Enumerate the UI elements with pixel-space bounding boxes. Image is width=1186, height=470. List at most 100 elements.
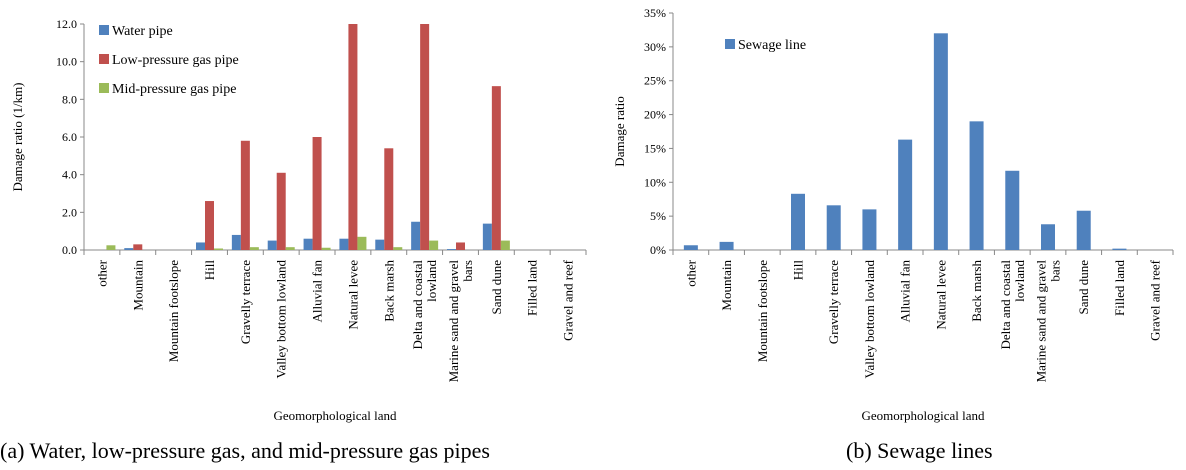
chart-a-x-tick-label-line: Mountain	[130, 260, 145, 311]
caption-chart-b: (b) Sewage lines	[846, 438, 993, 463]
chart-a-y-tick-label: 6.0	[62, 130, 77, 144]
chart-b-y-axis-title: Damage ratio	[612, 96, 627, 166]
chart-b-y-tick-label: 0%	[650, 243, 666, 257]
chart-a-bar	[420, 24, 430, 250]
chart-a-x-tick-label-line: Filled land	[525, 260, 540, 316]
chart-b-y-tick-label: 15%	[644, 141, 666, 155]
chart-a-legend-label: Mid-pressure gas pipe	[112, 82, 236, 97]
chart-b-x-tick-label: Natural levee	[933, 260, 948, 330]
chart-b-x-tick-label-line: Natural levee	[933, 260, 948, 330]
chart-a-x-tick-label-line: Natural levee	[345, 260, 360, 330]
chart-a-bar	[106, 245, 116, 250]
chart-a-x-tick-label: Mountain footslope	[166, 260, 181, 362]
chart-a-x-tick-label: Valley bottom lowland	[274, 260, 289, 379]
chart-a-bar	[285, 247, 295, 250]
chart-a-bar	[500, 240, 510, 250]
chart-b-y-tick-label: 20%	[644, 108, 666, 122]
chart-b-x-tick-label: other	[683, 259, 698, 286]
chart-b-x-tick-label-line: bars	[1048, 260, 1063, 282]
chart-a-x-tick-label-line: bars	[460, 260, 475, 282]
chart-a-x-tick-label: Filled land	[525, 260, 540, 316]
chart-b-bar	[1076, 210, 1091, 250]
chart-a-y-tick-label: 12.0	[56, 17, 77, 31]
chart-a-bar	[491, 86, 501, 251]
chart-b-x-tick-label: Back marsh	[969, 260, 984, 322]
chart-a-x-tick-label: Gravelly terrace	[238, 260, 253, 344]
chart-b-x-tick-label: Hill	[791, 260, 806, 281]
chart-a-y-tick-label: 8.0	[62, 92, 77, 106]
chart-b-x-tick-label-line: Gravel and reef	[1148, 259, 1163, 341]
chart-b-x-tick-label-line: Back marsh	[969, 260, 984, 322]
chart-a-bar	[240, 140, 250, 250]
chart-b-bar	[1005, 170, 1020, 250]
chart-a-bar	[447, 249, 456, 250]
chart-a-y-tick-label: 0.0	[62, 243, 77, 257]
chart-a-bar	[429, 240, 439, 250]
chart-a-x-tick-label-line: Gravelly terrace	[238, 260, 253, 344]
chart-b-x-tick-label: Gravel and reef	[1148, 259, 1163, 341]
chart-a-x-tick-label: Sand dune	[489, 260, 504, 315]
chart-a-bar	[456, 242, 465, 250]
chart-b-x-tick-label-line: Filled land	[1112, 260, 1127, 316]
chart-b-x-tick-label-line: Mountain	[719, 260, 734, 311]
chart-b-x-tick-label-line: lowland	[1012, 260, 1027, 302]
chart-b-x-tick-label-line: Sand dune	[1076, 260, 1091, 315]
chart-b-y-tick-label: 35%	[644, 6, 666, 20]
chart-a-y-tick-label: 2.0	[62, 205, 77, 219]
chart-b-legend-label: Sewage line	[738, 38, 806, 53]
chart-a-x-tick-label: Hill	[202, 260, 217, 281]
chart-a-bar	[482, 223, 492, 250]
chart-b-sewage-lines: 0% 5% 10% 15% 20% 25% 30% 35% other Mountain Mount…	[612, 6, 1174, 423]
chart-a-x-tick-label-line: other	[94, 259, 109, 286]
chart-b-x-tick-label: Valley bottom lowland	[862, 260, 877, 379]
chart-b-x-tick-label-line: Valley bottom lowland	[862, 260, 877, 379]
chart-a-x-tick-label: Back marsh	[381, 260, 396, 322]
chart-a-bar	[411, 221, 421, 250]
chart-a-legend-label: Low-pressure gas pipe	[112, 53, 239, 68]
chart-a-bar	[267, 240, 277, 250]
chart-a-bar	[303, 238, 313, 250]
chart-a-x-tick-label-line: Delta and coastal	[410, 260, 425, 350]
chart-a-x-tick-label: Delta and coastallowland	[410, 260, 439, 350]
chart-a-bar	[348, 24, 358, 250]
chart-b-y-tick-label: 25%	[644, 74, 666, 88]
chart-b-x-axis-title: Geomorphological land	[861, 408, 985, 423]
chart-a-bar	[357, 236, 367, 250]
chart-a-x-tick-label-line: Hill	[202, 260, 217, 281]
chart-a-legend-swatch	[99, 25, 109, 35]
chart-a-bar	[384, 148, 394, 250]
chart-a-plot-area: 0.0 2.0 4.0 6.0 8.0 10.0 12.0 other Mountain Moun…	[10, 17, 587, 423]
chart-b-x-tick-label-line: Hill	[791, 260, 806, 281]
chart-b-y-tick-label: 30%	[644, 40, 666, 54]
chart-b-bar	[898, 139, 913, 250]
chart-a-bar	[249, 247, 259, 250]
chart-b-x-tick-label-line: Gravelly terrace	[826, 260, 841, 344]
chart-a-legend-swatch	[99, 54, 109, 64]
chart-a-x-tick-label-line: Mountain footslope	[166, 260, 181, 362]
chart-b-x-tick-label-line: other	[683, 259, 698, 286]
chart-a-x-tick-label-line: Back marsh	[381, 260, 396, 322]
chart-b-x-tick-label-line: Marine sand and gravel	[1034, 260, 1049, 383]
chart-b-y-tick-label: 10%	[644, 175, 666, 189]
chart-a-bar	[321, 247, 331, 250]
chart-a-x-tick-label: Mountain	[130, 260, 145, 311]
chart-a-x-axis-title: Geomorphological land	[273, 408, 397, 423]
chart-b-x-tick-label: Sand dune	[1076, 260, 1091, 315]
chart-b-bar	[1112, 248, 1127, 250]
chart-a-bar	[124, 248, 134, 250]
chart-a-bar	[339, 238, 349, 250]
chart-a-bar	[312, 137, 322, 250]
chart-b-x-tick-label: Gravelly terrace	[826, 260, 841, 344]
chart-b-x-tick-label: Marine sand and gravelbars	[1034, 260, 1063, 383]
chart-a-bar	[375, 239, 385, 250]
chart-a-bar	[205, 201, 214, 250]
chart-a-bar	[196, 242, 205, 250]
chart-b-x-tick-label: Alluvial fan	[898, 260, 913, 323]
chart-b-bar	[791, 193, 805, 250]
chart-b-bar	[719, 241, 734, 250]
chart-b-y-tick-label: 5%	[650, 209, 666, 223]
chart-a-y-tick-label: 4.0	[62, 168, 77, 182]
chart-a-x-tick-label: Marine sand and gravelbars	[446, 260, 475, 383]
chart-a-x-tick-label-line: lowland	[424, 260, 439, 302]
chart-b-bar	[933, 33, 948, 250]
